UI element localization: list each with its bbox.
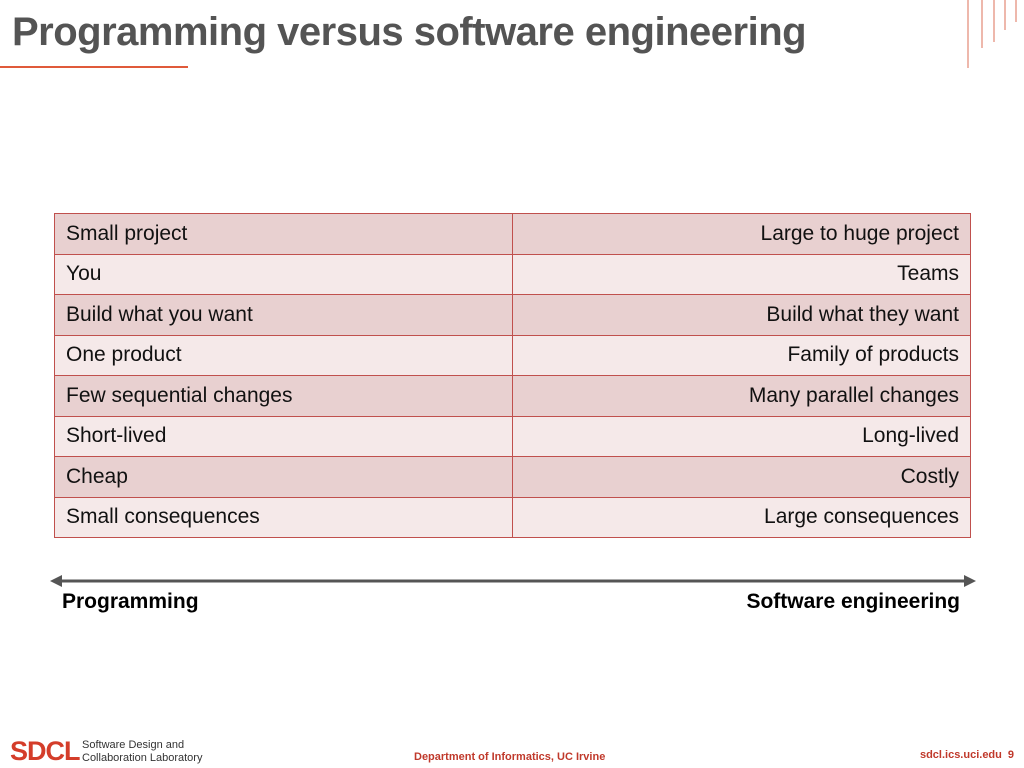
programming-cell: You xyxy=(54,253,513,295)
programming-cell: Small project xyxy=(54,213,513,255)
comparison-table: Small project Large to huge project You … xyxy=(54,213,971,538)
programming-cell: One product xyxy=(54,334,513,376)
logo-subtitle: Software Design and Collaboration Labora… xyxy=(82,739,202,765)
programming-cell: Small consequences xyxy=(54,496,513,538)
table-row: One product Family of products xyxy=(54,334,971,376)
programming-cell: Few sequential changes xyxy=(54,375,513,417)
software-engineering-cell: Family of products xyxy=(512,334,971,376)
site-link[interactable]: sdcl.ics.uci.edu xyxy=(919,749,1002,761)
logo-subtitle-line2: Collaboration Laboratory xyxy=(82,752,203,764)
logo-text: SDCL xyxy=(10,736,80,766)
software-engineering-cell: Many parallel changes xyxy=(512,375,971,417)
software-engineering-cell: Large consequences xyxy=(512,496,971,538)
programming-cell: Short-lived xyxy=(54,415,513,457)
software-engineering-cell: Costly xyxy=(512,456,971,498)
software-engineering-cell: Teams xyxy=(512,253,971,295)
double-arrow-icon xyxy=(50,575,976,587)
software-engineering-label: Software engineering xyxy=(746,590,960,613)
table-row: Small project Large to huge project xyxy=(54,213,971,255)
logo-subtitle-line1: Software Design and xyxy=(82,739,185,751)
table-row: Short-lived Long-lived xyxy=(54,415,971,457)
title-underline xyxy=(0,66,188,68)
table-row: Build what you want Build what they want xyxy=(54,294,971,336)
programming-cell: Build what you want xyxy=(54,294,513,336)
department-footer: Department of Informatics, UC Irvine xyxy=(414,751,606,763)
table-row: Few sequential changes Many parallel cha… xyxy=(54,375,971,417)
programming-label: Programming xyxy=(62,590,199,613)
footer-right: sdcl.ics.uci.edu 9 xyxy=(920,749,1014,761)
table-row: Cheap Costly xyxy=(54,456,971,498)
software-engineering-cell: Long-lived xyxy=(512,415,971,457)
table-row: Small consequences Large consequences xyxy=(54,496,971,538)
software-engineering-cell: Build what they want xyxy=(512,294,971,336)
page-number: 9 xyxy=(1007,749,1014,761)
table-row: You Teams xyxy=(54,253,971,295)
slide-title: Programming versus software engineering xyxy=(12,10,807,54)
corner-lines-decoration xyxy=(967,0,1017,68)
programming-cell: Cheap xyxy=(54,456,513,498)
software-engineering-cell: Large to huge project xyxy=(512,213,971,255)
